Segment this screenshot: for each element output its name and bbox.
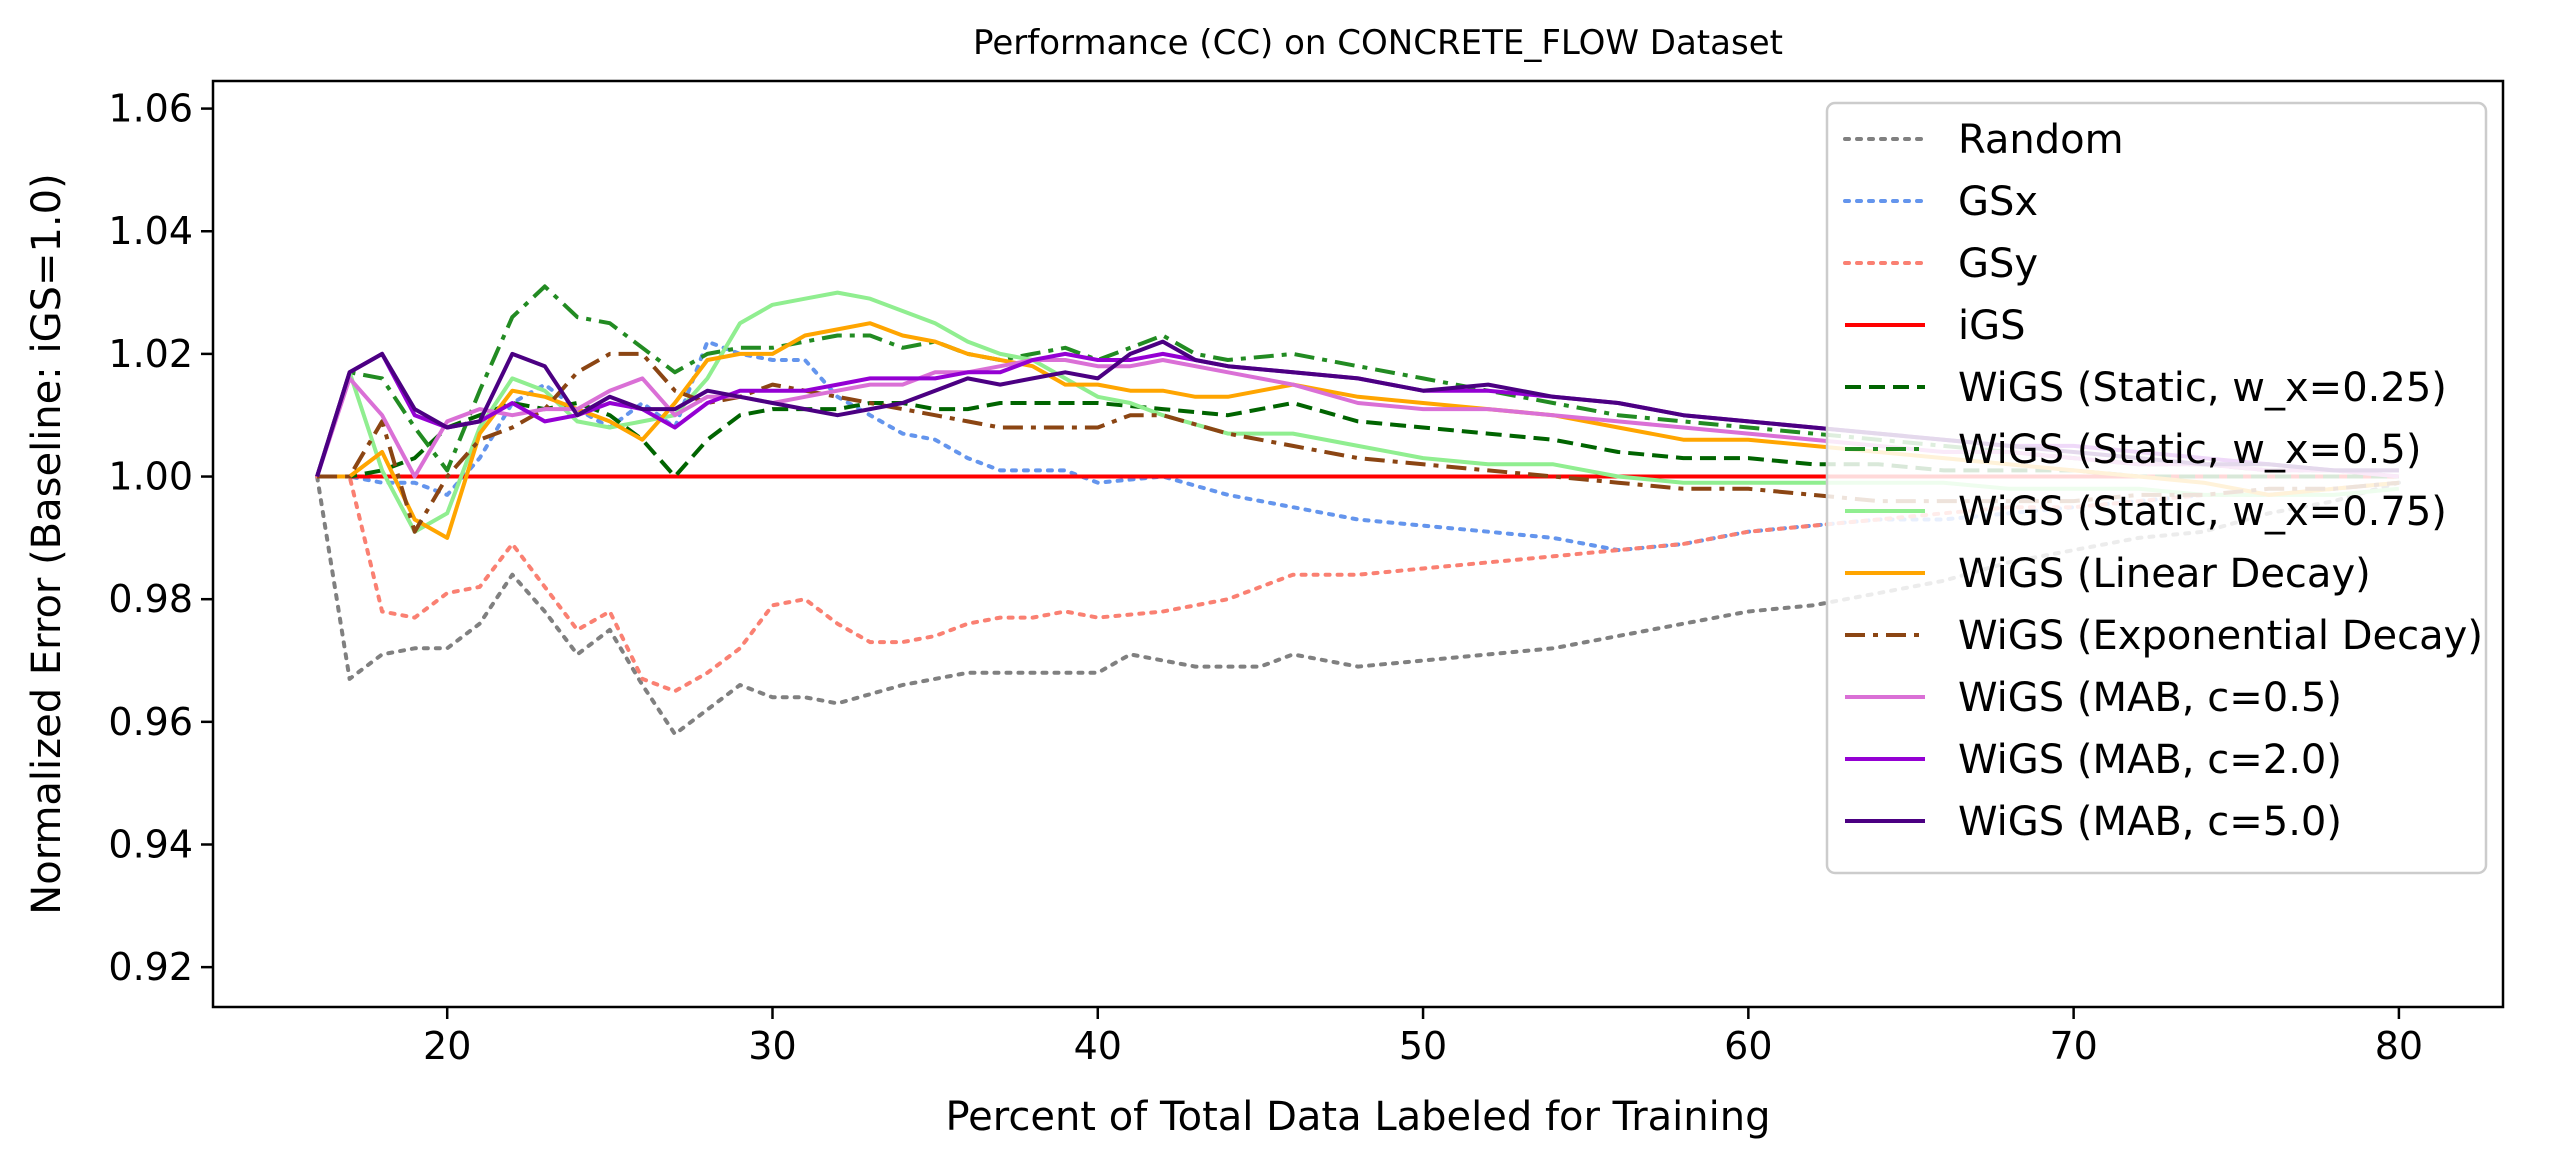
y-axis-label: Normalized Error (Baseline: iGS=1.0) <box>24 173 70 914</box>
plot-area-frame <box>211 79 2505 1009</box>
y-tick-label: 0.92 <box>108 945 193 989</box>
legend-label-igs: iGS <box>1958 303 2026 349</box>
legend-label-wigs-static-w-x-0-75: WiGS (Static, w_x=0.75) <box>1958 489 2447 535</box>
legend-label-gsy: GSy <box>1958 241 2038 287</box>
legend-label-wigs-mab-c-0-5: WiGS (MAB, c=0.5) <box>1958 675 2342 721</box>
legend-label-wigs-mab-c-2-0: WiGS (MAB, c=2.0) <box>1958 737 2342 783</box>
ticks-layer: 20 30 40 50 60 70 80 0.92 0.94 0.96 0.98 1.00 1.02 1.… <box>108 87 2423 1068</box>
legend-label-random: Random <box>1958 117 2124 163</box>
legend-label-wigs-exponential-decay: WiGS (Exponential Decay) <box>1958 613 2483 659</box>
legend-label-wigs-linear-decay: WiGS (Linear Decay) <box>1958 551 2371 597</box>
legend-label-gsx: GSx <box>1958 179 2038 225</box>
y-tick-label: 0.98 <box>108 577 193 621</box>
y-tick-label: 0.96 <box>108 700 193 744</box>
x-tick-label: 40 <box>1074 1024 1122 1068</box>
legend-label-wigs-static-w-x-0-5: WiGS (Static, w_x=0.5) <box>1958 427 2421 473</box>
y-tick-label: 1.02 <box>108 332 193 376</box>
y-tick-label: 1.06 <box>108 87 193 131</box>
x-tick-label: 60 <box>1724 1024 1772 1068</box>
y-tick-label: 1.00 <box>108 455 193 499</box>
x-tick-label: 70 <box>2049 1024 2097 1068</box>
legend-label-wigs-mab-c-5-0: WiGS (MAB, c=5.0) <box>1958 799 2342 845</box>
x-tick-label: 20 <box>423 1024 471 1068</box>
series-line-wigs-static-w-x-0-5 <box>315 284 2400 479</box>
chart-title: Performance (CC) on CONCRETE_FLOW Datase… <box>973 23 1783 63</box>
x-tick-label: 80 <box>2375 1024 2423 1068</box>
x-axis-label: Percent of Total Data Labeled for Traini… <box>945 1094 1770 1140</box>
x-tick-label: 50 <box>1399 1024 1447 1068</box>
y-tick-label: 1.04 <box>108 209 193 253</box>
legend-label-wigs-static-w-x-0-25: WiGS (Static, w_x=0.25) <box>1958 365 2447 411</box>
legend-items: Random GSx GSy iGS WiGS (Static, w_x=0.25) Wi… <box>1843 117 2483 845</box>
x-tick-label: 30 <box>748 1024 796 1068</box>
legend-box <box>1825 101 2488 875</box>
legend: Random GSx GSy iGS WiGS (Static, w_x=0.25) Wi… <box>1825 101 2488 875</box>
y-tick-label: 0.94 <box>108 822 193 866</box>
